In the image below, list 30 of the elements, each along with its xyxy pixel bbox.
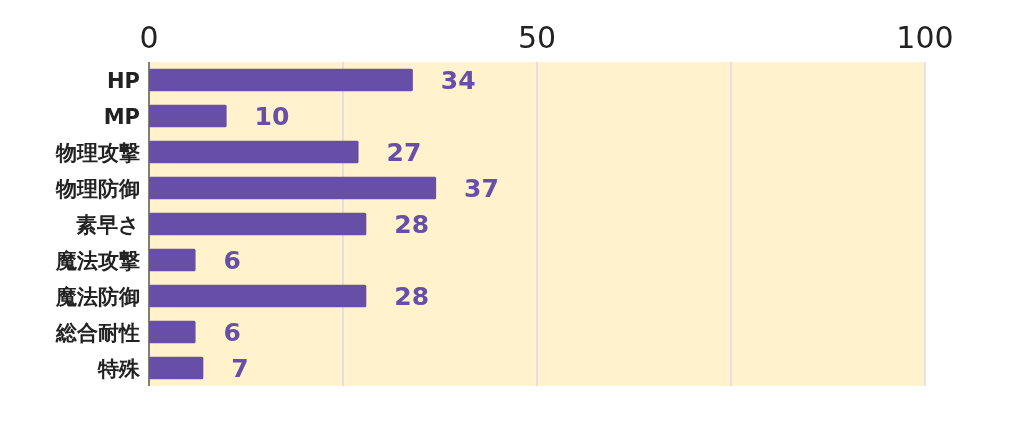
y-tick-label: 特殊 (97, 357, 141, 381)
y-tick-label: 素早さ (76, 213, 140, 237)
y-tick-label: 魔法防御 (55, 285, 140, 309)
bar (149, 140, 359, 164)
bar (149, 320, 196, 344)
y-tick-label: 物理攻撃 (55, 141, 140, 165)
bar (149, 104, 227, 128)
y-tick-label: MP (103, 105, 140, 129)
x-tick-label: 100 (896, 20, 954, 55)
bar (149, 248, 196, 272)
y-tick-label: HP (107, 69, 140, 93)
bar (149, 356, 204, 380)
x-tick-label: 0 (139, 20, 159, 55)
data-label: 7 (231, 354, 249, 383)
data-label: 34 (440, 66, 476, 95)
data-label: 37 (464, 174, 499, 203)
data-label: 6 (223, 318, 241, 347)
data-label: 6 (223, 246, 241, 275)
data-label: 27 (386, 138, 422, 167)
y-tick-label: 魔法攻撃 (55, 249, 140, 273)
bar (149, 212, 367, 236)
data-label: 28 (394, 282, 430, 311)
y-tick-label: 物理防御 (55, 177, 140, 201)
x-tick-label: 50 (517, 20, 557, 55)
bar (149, 176, 437, 200)
bar (149, 68, 413, 92)
data-label: 10 (254, 102, 290, 131)
bar (149, 284, 367, 308)
y-tick-label: 総合耐性 (55, 321, 140, 345)
data-label: 28 (394, 210, 430, 239)
